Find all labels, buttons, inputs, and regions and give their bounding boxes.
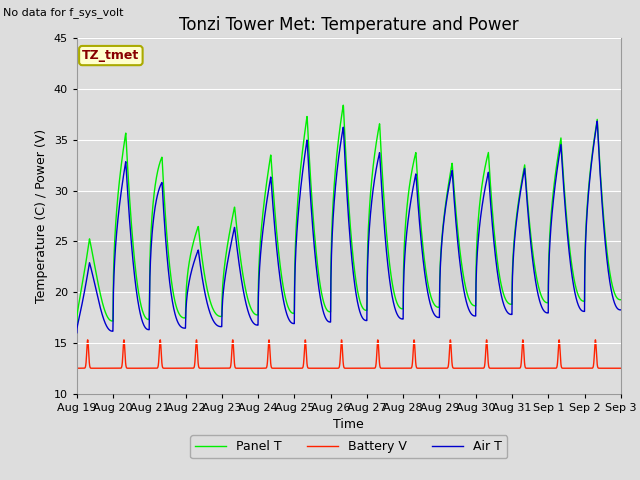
Battery V xyxy=(548,365,556,371)
Air T xyxy=(617,307,625,313)
Battery V xyxy=(607,365,614,371)
Legend: Panel T, Battery V, Air T: Panel T, Battery V, Air T xyxy=(190,435,508,458)
Panel T xyxy=(135,291,143,297)
Battery V xyxy=(617,365,625,371)
Air T xyxy=(135,304,143,310)
Panel T xyxy=(282,295,289,300)
Bar xyxy=(77,191,621,292)
Battery V xyxy=(84,337,92,343)
Panel T xyxy=(305,149,313,155)
Title: Tonzi Tower Met: Temperature and Power: Tonzi Tower Met: Temperature and Power xyxy=(179,16,518,34)
Panel T xyxy=(73,320,81,325)
Panel T xyxy=(607,273,614,278)
Air T xyxy=(282,306,289,312)
Battery V xyxy=(282,365,289,371)
Battery V xyxy=(168,365,175,371)
Battery V xyxy=(135,365,143,371)
Y-axis label: Temperature (C) / Power (V): Temperature (C) / Power (V) xyxy=(35,129,48,303)
Air T xyxy=(167,290,175,296)
Panel T xyxy=(548,205,556,211)
Panel T xyxy=(617,297,625,302)
X-axis label: Time: Time xyxy=(333,418,364,431)
Battery V xyxy=(305,365,313,371)
Text: TZ_tmet: TZ_tmet xyxy=(82,49,140,62)
Panel T xyxy=(339,102,347,108)
Panel T xyxy=(167,276,175,282)
Air T xyxy=(593,118,601,124)
Text: No data for f_sys_volt: No data for f_sys_volt xyxy=(3,7,124,18)
Air T xyxy=(73,330,81,336)
Air T xyxy=(548,217,556,223)
Battery V xyxy=(73,365,81,371)
Line: Panel T: Panel T xyxy=(77,105,621,323)
Air T xyxy=(607,282,614,288)
Line: Air T: Air T xyxy=(77,121,621,333)
Air T xyxy=(305,170,313,176)
Line: Battery V: Battery V xyxy=(77,340,621,368)
